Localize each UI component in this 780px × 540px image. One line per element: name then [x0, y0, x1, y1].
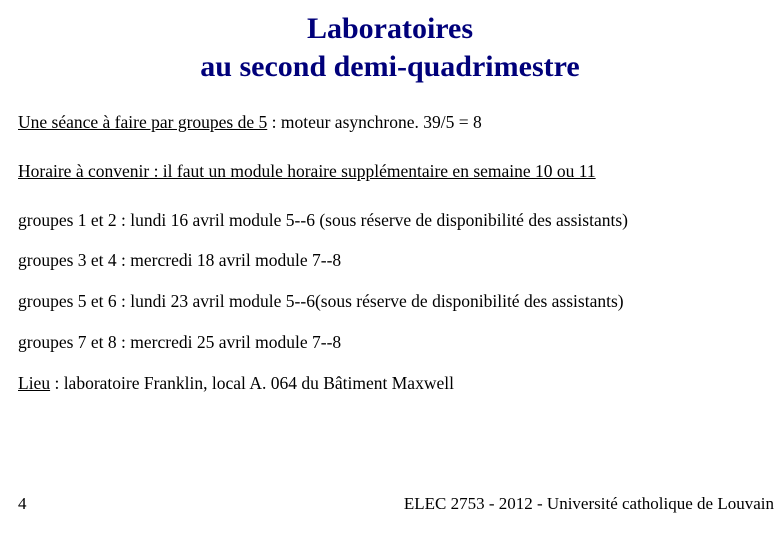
horaire-rest: : il faut un module horaire supplémentai… — [149, 161, 595, 181]
lieu-label: Lieu — [18, 373, 50, 393]
line-lieu: Lieu : laboratoire Franklin, local A. 06… — [18, 372, 762, 395]
seance-label: Une séance à faire par groupes de 5 — [18, 112, 267, 132]
page-number: 4 — [18, 494, 27, 514]
line-groupes-3-4: groupes 3 et 4 : mercredi 18 avril modul… — [18, 249, 762, 272]
slide: Laboratoires au second demi-quadrimestre… — [0, 0, 780, 540]
title-line-1: Laboratoires — [307, 12, 473, 45]
line-groupes-5-6: groupes 5 et 6 : lundi 23 avril module 5… — [18, 290, 762, 313]
line-horaire: Horaire à convenir : il faut un module h… — [18, 160, 762, 183]
title-line-2: au second demi-quadrimestre — [200, 50, 579, 83]
line-seance: Une séance à faire par groupes de 5 : mo… — [18, 111, 762, 134]
line-groupes-1-2: groupes 1 et 2 : lundi 16 avril module 5… — [18, 209, 762, 232]
horaire-label: Horaire à convenir — [18, 161, 149, 181]
line-groupes-7-8: groupes 7 et 8 : mercredi 25 avril modul… — [18, 331, 762, 354]
slide-title: Laboratoires au second demi-quadrimestre — [0, 0, 780, 85]
slide-body: Une séance à faire par groupes de 5 : mo… — [0, 111, 780, 394]
footer-text: ELEC 2753 - 2012 - Université catholique… — [404, 494, 774, 514]
lieu-rest: : laboratoire Franklin, local A. 064 du … — [50, 373, 454, 393]
seance-rest: : moteur asynchrone. 39/5 = 8 — [267, 112, 481, 132]
